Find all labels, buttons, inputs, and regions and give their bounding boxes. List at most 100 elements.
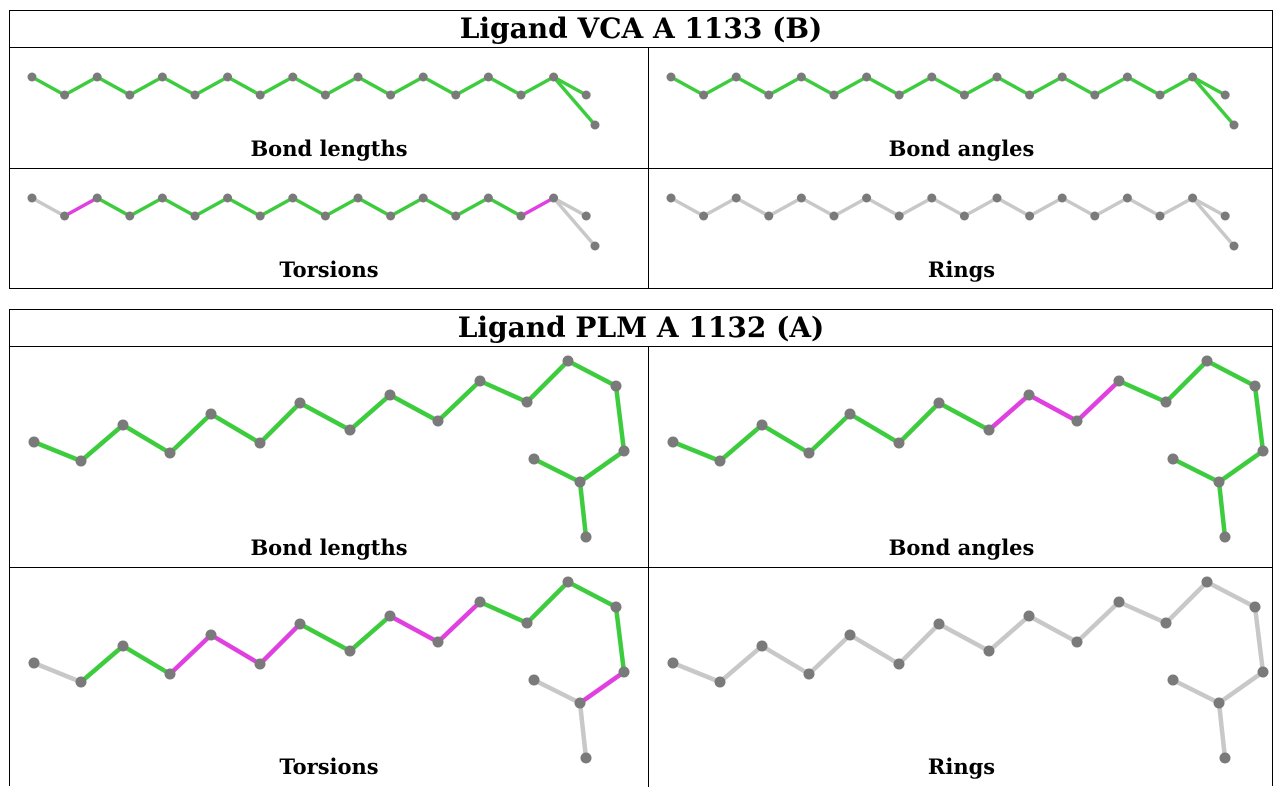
- atom: [1160, 396, 1172, 408]
- atom: [205, 408, 217, 420]
- bond: [669, 75, 706, 97]
- panel-bond-angles: Bond angles: [649, 347, 1274, 567]
- bond: [524, 579, 571, 626]
- atom: [894, 90, 904, 100]
- bond: [167, 632, 214, 677]
- bond: [1026, 613, 1080, 645]
- bond: [1060, 196, 1097, 218]
- bond: [258, 75, 295, 97]
- bond: [297, 400, 353, 433]
- bond: [1170, 677, 1222, 706]
- panel-label: Rings: [927, 754, 996, 779]
- bond: [767, 196, 804, 218]
- bond: [962, 75, 999, 97]
- bond: [1125, 196, 1162, 218]
- atom: [829, 211, 839, 221]
- bond: [832, 75, 869, 97]
- atom: [75, 676, 87, 688]
- bond: [701, 196, 738, 218]
- bond: [1216, 479, 1228, 540]
- atom: [516, 90, 526, 100]
- panel-rings: Rings: [649, 568, 1274, 787]
- table-title: Ligand VCA A 1133 (B): [10, 11, 1272, 48]
- bond: [193, 75, 230, 97]
- atom: [1113, 596, 1125, 608]
- ligand-table-vca: Ligand VCA A 1133 (B) Bond lengths Bond …: [9, 10, 1273, 289]
- atom: [1249, 601, 1261, 613]
- atom: [1160, 617, 1172, 629]
- atom: [384, 389, 396, 401]
- atom: [1188, 193, 1198, 203]
- bond: [896, 400, 942, 446]
- bond: [208, 632, 263, 667]
- panel-label: Rings: [927, 257, 996, 282]
- bond: [62, 196, 99, 218]
- panel-label: Bond lengths: [250, 136, 408, 161]
- bond: [1252, 383, 1266, 454]
- bond: [1216, 448, 1266, 485]
- bond: [759, 422, 812, 456]
- bond: [995, 75, 1032, 97]
- atom: [667, 436, 679, 448]
- atom: [1025, 211, 1035, 221]
- bond: [297, 621, 353, 654]
- atom: [223, 72, 233, 82]
- bond: [30, 196, 67, 218]
- bond: [1190, 75, 1236, 127]
- atom: [590, 241, 600, 251]
- atom: [1090, 90, 1100, 100]
- atom: [60, 90, 70, 100]
- atom: [28, 436, 40, 448]
- atom: [1057, 193, 1067, 203]
- atom: [992, 193, 1002, 203]
- table-title: Ligand PLM A 1132 (A): [10, 310, 1272, 347]
- atom: [862, 193, 872, 203]
- atom: [483, 72, 493, 82]
- atom: [549, 193, 559, 203]
- atom: [384, 610, 396, 622]
- bond: [551, 75, 597, 127]
- atom: [386, 90, 396, 100]
- atom: [474, 375, 486, 387]
- bond: [577, 700, 589, 761]
- atom: [344, 645, 356, 657]
- atom: [1213, 697, 1225, 709]
- atom: [255, 211, 265, 221]
- bond: [734, 75, 771, 97]
- bond: [1190, 196, 1227, 218]
- atom: [983, 424, 995, 436]
- bond: [258, 196, 295, 218]
- atom: [714, 455, 726, 467]
- bond: [1026, 392, 1080, 424]
- bond: [799, 196, 836, 218]
- atom: [1229, 241, 1239, 251]
- atom: [117, 419, 129, 431]
- bond: [1060, 75, 1097, 97]
- bond: [347, 613, 393, 654]
- bond: [995, 196, 1032, 218]
- bond: [388, 196, 425, 218]
- atom: [294, 618, 306, 630]
- bond: [1158, 196, 1195, 218]
- atom: [574, 697, 586, 709]
- atom: [933, 397, 945, 409]
- bond: [454, 196, 491, 218]
- atom: [344, 424, 356, 436]
- atom: [353, 193, 363, 203]
- atom: [1090, 211, 1100, 221]
- atom: [190, 90, 200, 100]
- bond: [421, 196, 458, 218]
- atom: [803, 447, 815, 459]
- atom: [699, 211, 709, 221]
- atom: [1229, 120, 1239, 130]
- atom: [157, 193, 167, 203]
- atom: [432, 636, 444, 648]
- bond: [128, 196, 165, 218]
- atom: [521, 617, 533, 629]
- bond: [613, 604, 627, 675]
- atom: [432, 415, 444, 427]
- atom: [1113, 375, 1125, 387]
- bond: [225, 196, 262, 218]
- atom: [451, 90, 461, 100]
- atom: [756, 419, 768, 431]
